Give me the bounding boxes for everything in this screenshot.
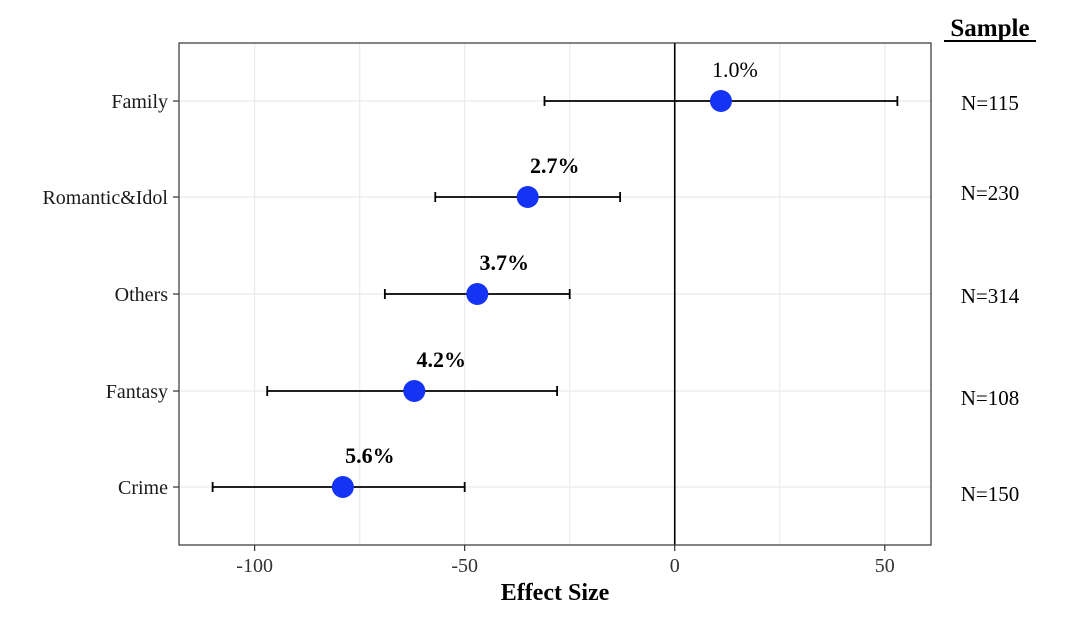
point-label: 2.7% [530, 153, 580, 178]
sample-size-label: N=230 [961, 181, 1020, 205]
x-axis: -100 -50 0 50 [236, 545, 895, 577]
category-label: Crime [118, 477, 168, 499]
category-label: Romantic&Idol [42, 187, 168, 209]
sample-size-label: N=314 [961, 284, 1020, 308]
x-tick-label: 0 [670, 555, 680, 577]
sample-header: Sample [950, 15, 1029, 42]
point-label: 1.0% [712, 57, 758, 82]
x-tick-label: -50 [451, 555, 478, 577]
estimate-point [516, 186, 539, 208]
sample-size-label: N=108 [961, 386, 1020, 410]
x-tick-label: 50 [875, 555, 895, 577]
estimate-point [403, 380, 426, 402]
estimate-point [709, 90, 732, 112]
y-axis: Family Romantic&Idol Others Fantasy Crime [42, 91, 179, 499]
x-tick-label: -100 [236, 555, 273, 577]
point-label: 5.6% [345, 443, 395, 468]
estimate-point [466, 283, 489, 305]
category-label: Others [115, 284, 169, 306]
estimate-point [331, 476, 354, 498]
sample-sizes: N=115 N=230 N=314 N=108 N=150 [961, 91, 1020, 506]
point-percent-labels: 1.0% 2.7% 3.7% 4.2% 5.6% [345, 57, 758, 468]
category-label: Fantasy [106, 381, 168, 403]
point-label: 3.7% [480, 250, 530, 275]
estimate-points [331, 90, 732, 498]
category-label: Family [111, 91, 168, 113]
point-label: 4.2% [417, 347, 467, 372]
sample-size-label: N=150 [961, 482, 1020, 506]
sample-size-label: N=115 [961, 91, 1019, 115]
x-axis-title: Effect Size [501, 580, 610, 606]
